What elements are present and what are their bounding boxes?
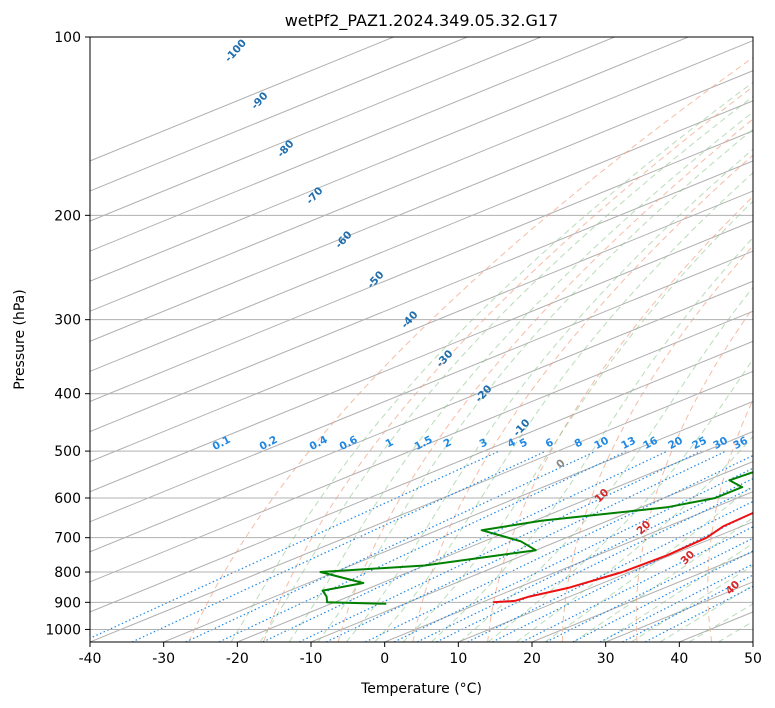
isotherm — [90, 37, 542, 222]
mixing-ratio-line — [90, 450, 500, 639]
mixing-ratio-line — [572, 550, 753, 642]
y-tick-label: 900 — [54, 595, 81, 611]
moist-adiabat — [288, 111, 753, 642]
isotherm — [90, 310, 753, 583]
isotherm — [90, 70, 753, 342]
mixing-ratio-line — [546, 537, 753, 642]
profile-line-1 — [492, 511, 753, 604]
mixing-ratio-line — [492, 512, 753, 642]
isotherm — [237, 430, 753, 642]
y-tick-label: 500 — [54, 444, 81, 460]
chart-title: wetPf2_PAZ1.2024.349.05.32.G17 — [285, 11, 559, 31]
moist-adiabat — [259, 95, 753, 642]
background-lines — [90, 37, 753, 642]
isotherm — [90, 220, 753, 493]
x-tick-label: -10 — [300, 651, 323, 667]
y-tick-label: 100 — [54, 30, 81, 46]
x-tick-label: -30 — [152, 651, 175, 667]
dry-adiabat — [188, 56, 753, 642]
isotherm — [90, 280, 753, 553]
x-tick-label: 50 — [744, 651, 762, 667]
y-axis-label: Pressure (hPa) — [12, 289, 28, 389]
dry-adiabat — [337, 118, 753, 642]
y-tick-label: 1000 — [45, 622, 81, 638]
y-tick-label: 200 — [54, 208, 81, 224]
mixing-ratio-line — [416, 477, 753, 642]
isotherm — [90, 250, 753, 523]
x-tick-label: 0 — [380, 651, 389, 667]
dry-adiabat — [707, 398, 753, 642]
x-tick-label: -20 — [226, 651, 249, 667]
x-tick-label: 40 — [670, 651, 688, 667]
isotherm — [90, 37, 689, 282]
isotherm — [90, 130, 753, 402]
profile-line-2 — [319, 471, 753, 605]
mixing-ratio-line — [436, 486, 753, 642]
moist-adiabat — [345, 148, 753, 642]
isotherm — [90, 37, 615, 252]
isotherm — [90, 40, 753, 312]
x-tick-label: 10 — [449, 651, 467, 667]
mixing-ratio-line — [131, 450, 547, 642]
dry-adiabat — [412, 154, 753, 642]
mixing-ratio-line — [325, 450, 727, 642]
dry-adiabat — [487, 195, 753, 642]
pressure-gridlines — [90, 37, 753, 630]
isotherm — [90, 340, 753, 613]
x-axis-label: Temperature (°C) — [360, 681, 482, 697]
moist-adiabat — [544, 484, 753, 642]
x-axis-ticks: -40 -30 -20 -10 0 10 20 30 40 50 — [79, 642, 762, 667]
mixing-ratio-line — [467, 500, 753, 642]
moist-adiabat — [317, 128, 753, 642]
x-tick-label: 20 — [523, 651, 541, 667]
isotherm — [458, 521, 753, 642]
x-tick-label: 30 — [597, 651, 615, 667]
y-axis-ticks: 100 200 300 400 500 600 700 800 900 1000 — [45, 30, 90, 638]
y-tick-label: 800 — [54, 565, 81, 581]
moist-adiabat — [374, 171, 753, 642]
dry-adiabat — [263, 86, 753, 642]
y-tick-label: 300 — [54, 313, 81, 329]
mixing-ratio-line — [185, 450, 597, 642]
isotherm — [90, 190, 753, 463]
moist-adiabat — [659, 584, 753, 642]
y-tick-label: 600 — [54, 491, 81, 507]
isotherm — [384, 491, 753, 642]
moist-adiabat — [487, 358, 753, 642]
isotherm — [310, 461, 753, 642]
mixing-ratio-line — [365, 454, 753, 642]
dry-adiabat — [561, 245, 753, 642]
isotherm — [90, 160, 753, 433]
x-tick-label: -40 — [79, 651, 102, 667]
isotherm — [90, 370, 753, 642]
isotherm — [90, 37, 394, 162]
moist-adiabat — [402, 200, 753, 642]
moist-adiabat — [230, 81, 753, 642]
profile-series — [319, 471, 753, 605]
y-tick-label: 700 — [54, 531, 81, 547]
mixing-ratio-line — [521, 526, 753, 642]
y-tick-label: 400 — [54, 387, 81, 403]
isotherm — [90, 100, 753, 372]
isotherm — [90, 37, 468, 192]
isotherm — [163, 400, 753, 642]
moist-adiabat — [431, 236, 753, 642]
plot-frame — [89, 36, 754, 643]
moist-adiabat — [573, 517, 753, 642]
